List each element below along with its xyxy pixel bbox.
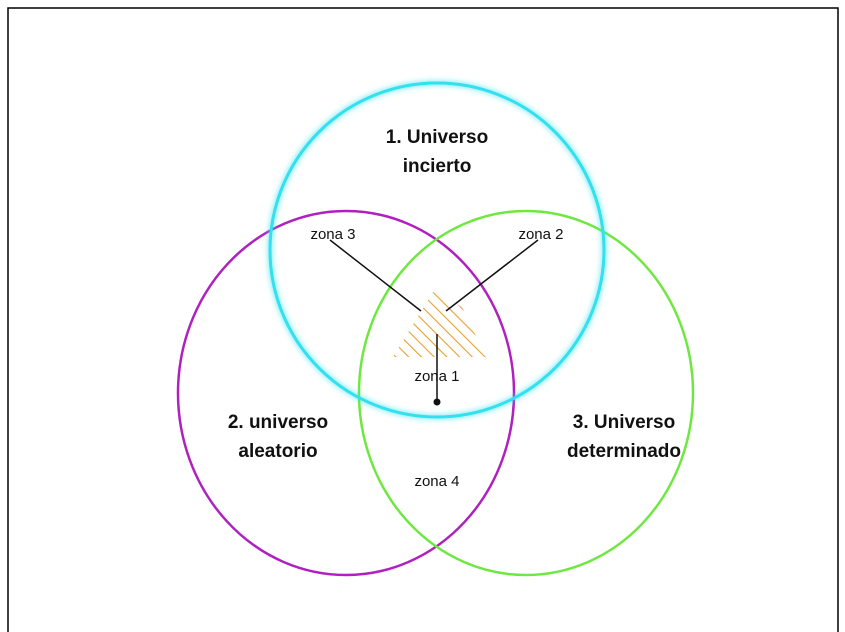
circle-label: determinado	[567, 441, 681, 462]
pointer-dot	[433, 398, 441, 406]
circle-determinado	[357, 209, 695, 577]
circle-label: 3. Universo	[573, 412, 675, 433]
circle-label: 1. Universo	[386, 127, 488, 148]
zone-label: zona 2	[518, 226, 563, 243]
circle-incierto	[268, 81, 606, 419]
circle-label: incierto	[403, 156, 472, 177]
circle-label: aleatorio	[238, 441, 317, 462]
hatched-area	[393, 292, 486, 357]
pointer-line	[445, 239, 539, 312]
zone-label: zona 4	[414, 473, 459, 490]
pointer-line	[329, 239, 422, 312]
zone-label: zona 1	[414, 368, 459, 385]
circle-label: 2. universo	[228, 412, 328, 433]
zone-label: zona 3	[310, 226, 355, 243]
circle-aleatorio	[176, 209, 516, 577]
